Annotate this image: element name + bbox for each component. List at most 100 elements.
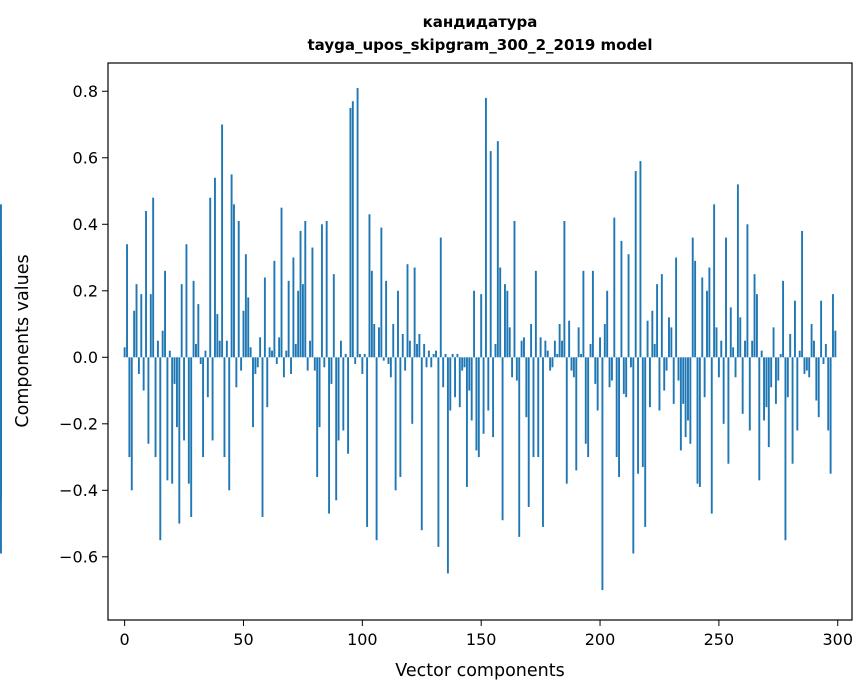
bar-22 xyxy=(175,357,178,428)
bar-155 xyxy=(492,357,495,438)
bar-78 xyxy=(309,340,311,358)
bar-243 xyxy=(701,277,704,358)
bar-89 xyxy=(335,357,338,501)
bar-127 xyxy=(425,357,428,368)
bar-290 xyxy=(813,340,815,358)
bar-124 xyxy=(418,334,421,358)
bar-0 xyxy=(123,347,126,358)
bar-245 xyxy=(706,290,708,358)
bar-253 xyxy=(725,237,727,358)
bar-233 xyxy=(677,357,680,381)
bar-112 xyxy=(389,357,392,378)
bar-121 xyxy=(411,357,414,424)
bar-67 xyxy=(282,357,285,378)
bar-59 xyxy=(263,277,266,358)
bar-27 xyxy=(187,357,190,484)
bar-69 xyxy=(287,280,290,358)
bar-272 xyxy=(770,357,773,388)
bar-192 xyxy=(580,353,582,358)
bar-137 xyxy=(449,357,452,411)
bar-151 xyxy=(482,357,485,434)
bar-97 xyxy=(354,357,357,364)
bar-161 xyxy=(506,290,509,358)
bar-201 xyxy=(601,357,604,591)
bar-70 xyxy=(290,357,292,374)
bar-34 xyxy=(204,350,207,358)
bar-210 xyxy=(622,357,625,394)
bar-207 xyxy=(615,357,618,458)
bar-178 xyxy=(546,350,549,358)
bar-108 xyxy=(380,227,383,358)
bar-189 xyxy=(572,357,575,378)
bar-299 xyxy=(834,330,837,358)
bar-247 xyxy=(710,357,713,514)
bar-229 xyxy=(668,317,670,358)
bar-10 xyxy=(147,357,150,444)
bar-5 xyxy=(135,284,138,358)
bar-116 xyxy=(399,357,402,478)
bar-47 xyxy=(235,357,238,388)
bar-undefined xyxy=(0,357,2,421)
bar-54 xyxy=(252,357,254,428)
bar-231 xyxy=(672,357,675,404)
y-tick-label: 0.4 xyxy=(73,215,98,234)
x-tick-label: 100 xyxy=(347,630,378,649)
bar-218 xyxy=(641,357,644,468)
bar-169 xyxy=(525,357,528,418)
bar-29 xyxy=(192,280,195,358)
bar-87 xyxy=(330,357,333,384)
bar-133 xyxy=(439,237,442,358)
bar-266 xyxy=(755,294,758,358)
bar-111 xyxy=(387,357,390,364)
bar-277 xyxy=(782,280,785,358)
bar-105 xyxy=(373,324,376,358)
bar-101 xyxy=(363,353,366,358)
bar-136 xyxy=(446,357,449,574)
bar-66 xyxy=(280,207,283,358)
bar-undefined xyxy=(0,304,2,358)
bar-15 xyxy=(159,357,162,541)
bar-128 xyxy=(427,350,430,358)
bar-83 xyxy=(320,224,323,358)
bar-129 xyxy=(430,357,433,368)
bar-173 xyxy=(534,270,537,358)
bar-176 xyxy=(542,357,544,527)
bar-153 xyxy=(487,357,490,411)
bar-115 xyxy=(397,290,399,358)
bar-298 xyxy=(832,294,834,358)
bar-125 xyxy=(420,357,423,531)
bar-228 xyxy=(665,357,668,371)
bar-45 xyxy=(230,174,233,358)
bar-248 xyxy=(713,204,716,358)
bar-21 xyxy=(173,357,176,384)
bar-257 xyxy=(734,357,737,378)
bar-255 xyxy=(729,307,732,358)
bar-122 xyxy=(413,267,416,358)
bar-198 xyxy=(594,357,597,384)
bar-249 xyxy=(715,327,718,358)
chart-title: кандидатура xyxy=(423,13,538,31)
bar-232 xyxy=(675,257,678,358)
bar-74 xyxy=(299,230,302,358)
bar-156 xyxy=(494,343,497,358)
bar-119 xyxy=(406,264,409,358)
bar-157 xyxy=(496,141,499,358)
bar-93 xyxy=(344,353,347,358)
bar-239 xyxy=(691,237,694,358)
bar-166 xyxy=(518,357,521,537)
bar-211 xyxy=(625,357,628,398)
bar-222 xyxy=(651,310,654,358)
bar-220 xyxy=(646,320,649,358)
bar-117 xyxy=(401,334,404,358)
bar-107 xyxy=(378,327,380,358)
bar-262 xyxy=(746,224,749,358)
bar-278 xyxy=(784,357,787,541)
bar-236 xyxy=(684,357,687,438)
bar-90 xyxy=(337,357,340,441)
bar-35 xyxy=(206,357,209,398)
bar-144 xyxy=(465,357,468,487)
bar-279 xyxy=(786,357,789,398)
bar-168 xyxy=(523,337,525,358)
bar-85 xyxy=(325,220,328,358)
